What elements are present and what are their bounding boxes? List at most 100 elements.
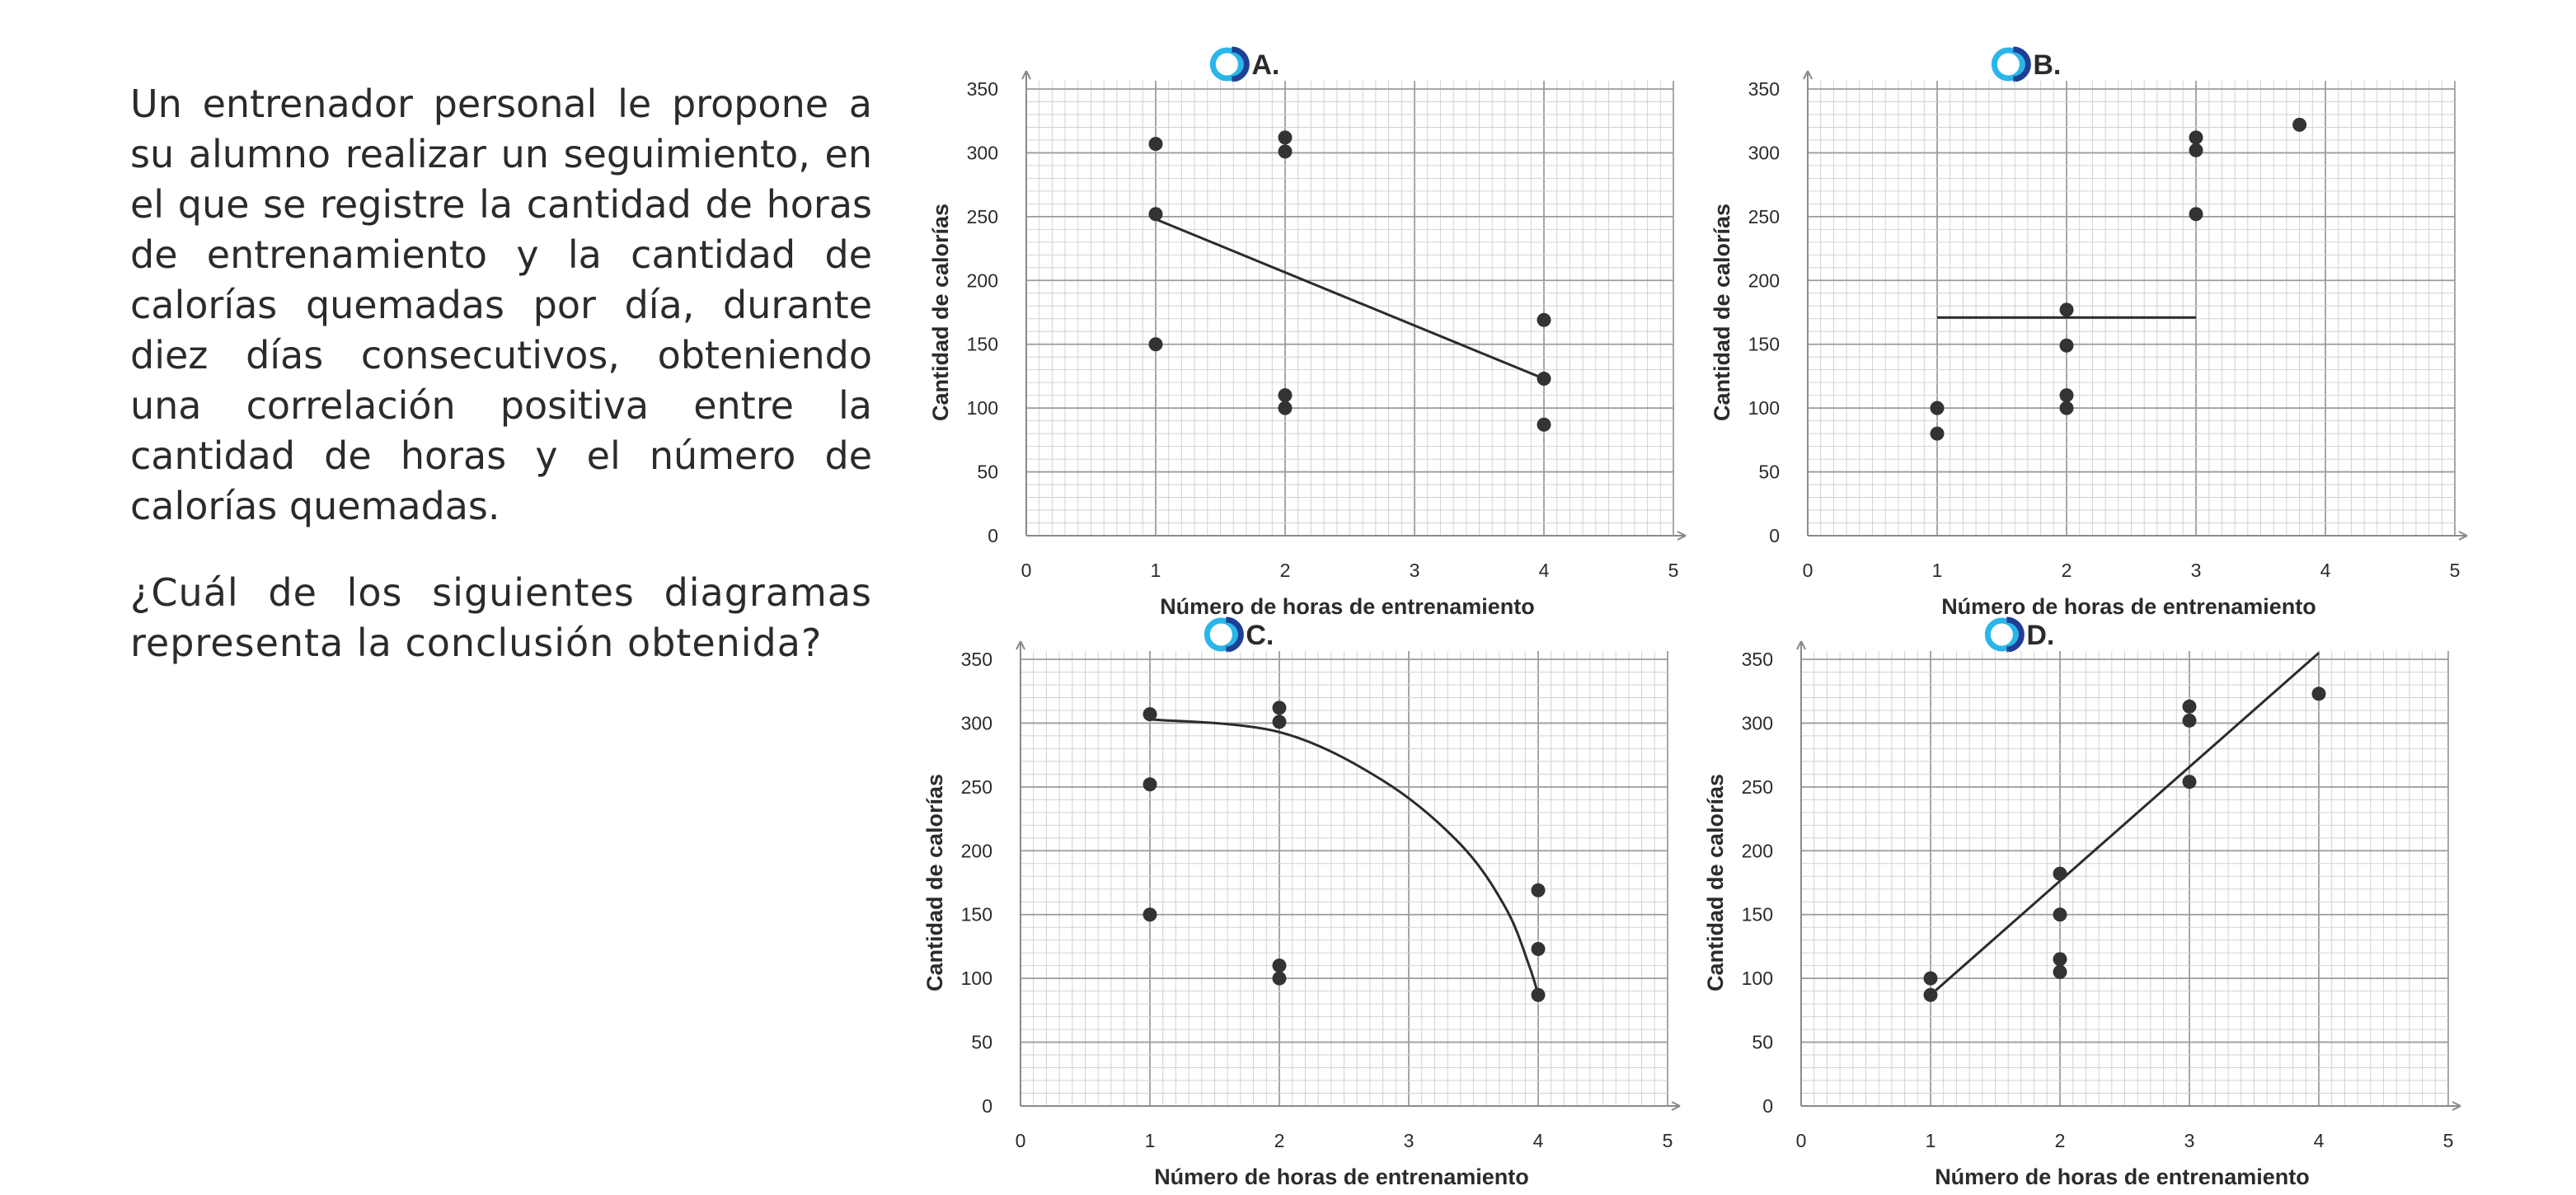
x-tick-label: 2 xyxy=(1280,560,1291,581)
data-point xyxy=(1278,388,1293,403)
y-tick-label: 150 xyxy=(961,904,992,926)
data-point xyxy=(2053,907,2067,922)
data-point xyxy=(1531,942,1546,957)
data-point xyxy=(1531,987,1546,1002)
x-tick-label: 4 xyxy=(1533,1130,1544,1151)
option-c-chart[interactable]: C. 0 1 2 3 4 5 0 50 100 150 200 250 300 350 Número de h… xyxy=(917,603,1681,1189)
y-tick-label: 50 xyxy=(1752,1032,1773,1053)
option-radio-icon[interactable] xyxy=(1209,46,1250,82)
option-radio-icon[interactable] xyxy=(1204,616,1244,653)
x-axis-label: Número de horas de entrenamiento xyxy=(1941,594,2316,619)
grid xyxy=(1020,651,1668,1107)
x-tick-label: 4 xyxy=(1539,560,1550,581)
x-tick-label: 5 xyxy=(2450,560,2461,581)
x-tick-label: 3 xyxy=(2184,1130,2195,1151)
y-tick-label: 100 xyxy=(967,397,998,419)
data-point xyxy=(1537,312,1551,327)
y-tick-label: 350 xyxy=(967,78,998,100)
y-tick-label: 150 xyxy=(967,334,998,355)
x-tick-label: 2 xyxy=(1274,1130,1285,1151)
data-point xyxy=(2292,117,2307,132)
data-point xyxy=(1278,144,1293,159)
x-tick-label: 3 xyxy=(1404,1130,1415,1151)
data-point xyxy=(1537,372,1551,387)
option-letter: A. xyxy=(1251,49,1279,81)
grid xyxy=(1800,651,2449,1107)
option-radio-icon[interactable] xyxy=(1991,46,2031,82)
data-point xyxy=(1272,958,1287,973)
option-letter: B. xyxy=(2033,49,2061,81)
data-point xyxy=(2059,401,2074,415)
data-point xyxy=(2059,338,2074,353)
axes xyxy=(1803,70,2468,541)
option-radio-icon[interactable] xyxy=(1984,616,2025,653)
option-letter: C. xyxy=(1246,620,1274,651)
y-tick-label: 50 xyxy=(971,1032,992,1053)
y-tick-label: 150 xyxy=(1742,904,1773,926)
trend-curve xyxy=(1149,718,1540,996)
data-point xyxy=(1278,401,1293,415)
x-tick-label: 3 xyxy=(1410,560,1420,581)
data-point xyxy=(2189,143,2203,157)
y-tick-label: 0 xyxy=(988,525,998,546)
x-axis-label: Número de horas de entrenamiento xyxy=(1154,1165,1529,1189)
x-tick-label: 5 xyxy=(1663,1130,1673,1151)
data-point xyxy=(1278,130,1293,145)
x-tick-label: 0 xyxy=(1796,1130,1807,1151)
trend-line xyxy=(1155,218,1545,380)
option-letter: D. xyxy=(2026,620,2054,651)
x-tick-label: 1 xyxy=(1151,560,1161,581)
option-a-chart[interactable]: A. 0 1 2 3 4 5 0 50 100 150 200 250 300 350 Número de h… xyxy=(923,33,1687,619)
x-tick-label: 0 xyxy=(1021,560,1032,581)
data-point xyxy=(1930,401,1945,415)
data-point xyxy=(2059,388,2074,403)
y-tick-label: 350 xyxy=(1742,649,1773,670)
data-point xyxy=(1930,426,1945,441)
x-tick-label: 1 xyxy=(1932,560,1943,581)
y-axis-label: Cantidad de calorías xyxy=(1710,204,1734,421)
data-point xyxy=(1143,907,1157,922)
y-tick-label: 200 xyxy=(1748,269,1780,291)
data-point xyxy=(1272,715,1287,729)
data-point xyxy=(1143,707,1157,722)
y-tick-label: 100 xyxy=(1742,968,1773,989)
axes xyxy=(1021,70,1687,541)
x-axis-label: Número de horas de entrenamiento xyxy=(1935,1165,2310,1189)
x-tick-label: 1 xyxy=(1926,1130,1936,1151)
data-point xyxy=(1531,883,1546,897)
data-point xyxy=(2182,775,2197,790)
axes xyxy=(1016,640,1681,1111)
grid xyxy=(1807,81,2456,537)
y-tick-label: 0 xyxy=(1762,1095,1773,1117)
x-tick-label: 5 xyxy=(1668,560,1679,581)
y-tick-label: 300 xyxy=(1748,142,1780,163)
y-tick-label: 250 xyxy=(961,776,992,798)
trend-line xyxy=(1930,652,2320,996)
y-tick-label: 200 xyxy=(961,840,992,861)
axes xyxy=(1796,640,2461,1111)
y-tick-label: 350 xyxy=(961,649,992,670)
y-tick-label: 300 xyxy=(1742,712,1773,733)
x-tick-label: 2 xyxy=(2055,1130,2066,1151)
x-tick-label: 3 xyxy=(2191,560,2202,581)
x-axis-label: Número de horas de entrenamiento xyxy=(1160,594,1535,619)
x-tick-label: 1 xyxy=(1145,1130,1156,1151)
data-point xyxy=(2053,866,2067,881)
data-point xyxy=(2053,952,2067,967)
y-tick-label: 300 xyxy=(967,142,998,163)
option-d-chart[interactable]: D. 0 1 2 3 4 5 0 50 100 150 200 250 300 350 Número de h… xyxy=(1698,603,2461,1189)
option-b-chart[interactable]: B. 0 1 2 3 4 5 0 50 100 150 200 250 300 350 Número de h… xyxy=(1705,33,2468,619)
data-point xyxy=(1272,971,1287,986)
y-tick-label: 250 xyxy=(1742,776,1773,798)
y-tick-label: 0 xyxy=(1769,525,1780,546)
grid xyxy=(1025,81,1674,537)
x-tick-label: 2 xyxy=(2062,560,2072,581)
x-tick-label: 5 xyxy=(2443,1130,2454,1151)
y-tick-label: 50 xyxy=(1758,462,1780,483)
data-point xyxy=(2182,699,2197,714)
y-axis-label: Cantidad de calorías xyxy=(922,774,947,991)
question-paragraph-statement: Un entrenador personal le propone a su a… xyxy=(130,82,872,528)
